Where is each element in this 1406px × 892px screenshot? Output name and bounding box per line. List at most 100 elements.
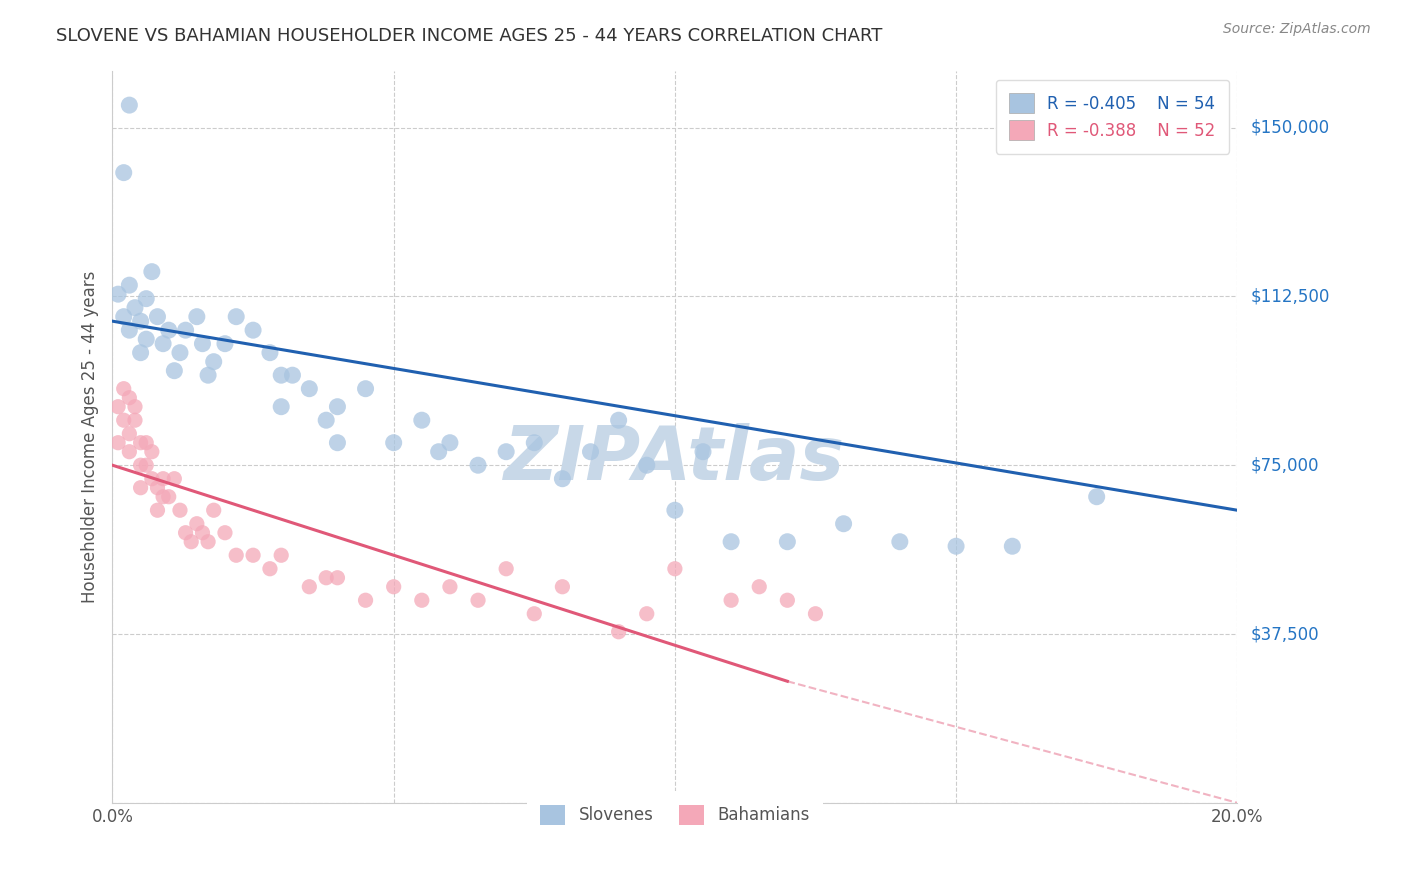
Point (259, 345, 281, 359)
Point (354, 382, 377, 396)
Point (191, 525, 214, 540)
Point (118, 444, 141, 458)
Point (112, 413, 135, 427)
Text: $150,000: $150,000 (1251, 119, 1330, 136)
Point (832, 516, 855, 531)
Point (607, 413, 630, 427)
Point (242, 548, 264, 562)
Point (579, 444, 602, 458)
Point (270, 548, 292, 562)
Point (152, 472, 174, 486)
Text: SLOVENE VS BAHAMIAN HOUSEHOLDER INCOME AGES 25 - 44 YEARS CORRELATION CHART: SLOVENE VS BAHAMIAN HOUSEHOLDER INCOME A… (56, 27, 883, 45)
Point (197, 534, 219, 549)
Point (270, 368, 292, 383)
Point (636, 607, 658, 621)
Point (326, 435, 349, 450)
Point (636, 458, 658, 473)
Point (607, 624, 630, 639)
Point (163, 472, 186, 486)
Point (174, 525, 197, 540)
Point (180, 534, 202, 549)
Text: Source: ZipAtlas.com: Source: ZipAtlas.com (1223, 22, 1371, 37)
Text: $75,000: $75,000 (1251, 456, 1319, 475)
Point (163, 364, 186, 378)
Point (118, 426, 141, 441)
Point (1001, 539, 1024, 553)
Point (776, 593, 799, 607)
Point (225, 548, 247, 562)
Point (411, 413, 433, 427)
Point (748, 580, 770, 594)
Point (129, 345, 152, 359)
Point (382, 435, 405, 450)
Point (129, 314, 152, 328)
Point (124, 413, 146, 427)
Point (720, 534, 742, 549)
Point (191, 336, 214, 351)
Point (118, 278, 141, 293)
Point (169, 503, 191, 517)
Point (129, 435, 152, 450)
Point (124, 400, 146, 414)
Point (135, 332, 157, 346)
Point (664, 503, 686, 517)
Point (124, 301, 146, 315)
Point (427, 444, 450, 458)
Point (354, 593, 377, 607)
Point (315, 571, 337, 585)
Point (945, 539, 967, 553)
Point (1085, 490, 1108, 504)
Point (523, 435, 546, 450)
Point (720, 593, 742, 607)
Point (112, 166, 135, 180)
Point (152, 336, 174, 351)
Point (129, 481, 152, 495)
Point (197, 368, 219, 383)
Point (439, 580, 461, 594)
Point (326, 571, 349, 585)
Point (146, 310, 169, 324)
Point (326, 400, 349, 414)
Point (202, 503, 225, 517)
Point (776, 534, 799, 549)
Text: ZIPAtlas: ZIPAtlas (505, 423, 845, 496)
Point (186, 310, 208, 324)
Point (107, 435, 129, 450)
Point (157, 323, 180, 337)
Point (804, 607, 827, 621)
Point (107, 287, 129, 301)
Point (523, 607, 546, 621)
Point (242, 323, 264, 337)
Point (152, 490, 174, 504)
Point (146, 481, 169, 495)
Point (298, 382, 321, 396)
Point (141, 265, 163, 279)
Point (259, 562, 281, 576)
Point (315, 413, 337, 427)
Point (692, 444, 714, 458)
Point (467, 458, 489, 473)
Point (664, 562, 686, 576)
Point (174, 323, 197, 337)
Point (202, 354, 225, 368)
Point (411, 593, 433, 607)
Point (107, 400, 129, 414)
Point (495, 562, 517, 576)
Point (495, 444, 517, 458)
Point (889, 534, 911, 549)
Point (186, 516, 208, 531)
Point (551, 580, 574, 594)
Point (169, 345, 191, 359)
Text: $112,500: $112,500 (1251, 287, 1330, 305)
Point (225, 310, 247, 324)
Point (118, 98, 141, 112)
Point (146, 503, 169, 517)
Point (135, 435, 157, 450)
Point (129, 458, 152, 473)
Point (439, 435, 461, 450)
Point (551, 472, 574, 486)
Point (214, 525, 236, 540)
Point (270, 400, 292, 414)
Y-axis label: Householder Income Ages 25 - 44 years: Householder Income Ages 25 - 44 years (80, 271, 98, 603)
Point (135, 292, 157, 306)
